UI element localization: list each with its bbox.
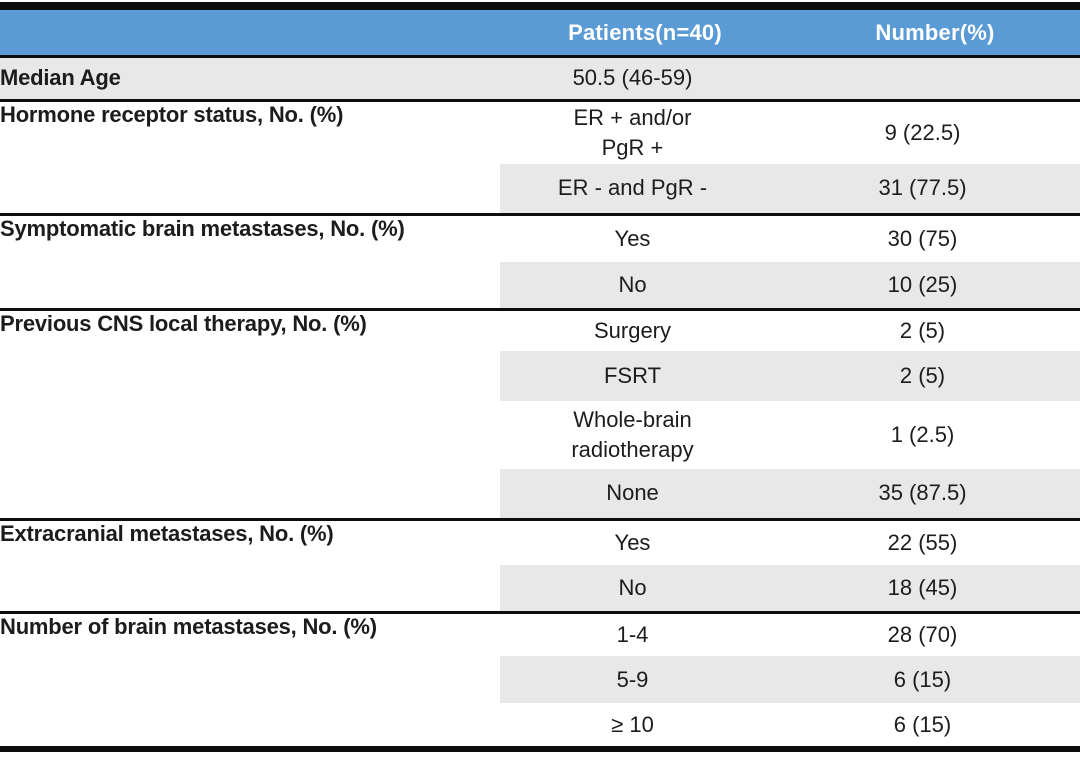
table-row: No 10 (25) bbox=[0, 262, 1080, 311]
table-row: None 35 (87.5) bbox=[0, 469, 1080, 521]
row-group-label: Hormone receptor status, No. (%) bbox=[0, 100, 500, 216]
table-header-row: Patients(n=40) Number(%) bbox=[0, 10, 1080, 58]
table-top-border bbox=[0, 2, 1080, 10]
table-row: 5-9 6 (15) bbox=[0, 656, 1080, 703]
patients-value-cell: 5-9 bbox=[500, 656, 765, 703]
patients-value-cell: ER - and PgR - bbox=[500, 164, 765, 216]
table-row: Previous CNS local therapy, No. (%) Surg… bbox=[0, 309, 1080, 521]
number-value-cell: 1 (2.5) bbox=[890, 422, 955, 447]
table-row: ≥ 10 6 (15) bbox=[0, 703, 1080, 746]
row-group-label: Extracranial metastases, No. (%) bbox=[0, 519, 500, 614]
patients-value-cell: No bbox=[500, 565, 765, 614]
table-row: Extracranial metastases, No. (%) Yes 22 … bbox=[0, 519, 1080, 614]
table-row: Symptomatic brain metastases, No. (%) Ye… bbox=[0, 214, 1080, 311]
patients-value-cell: No bbox=[500, 262, 765, 311]
number-value-cell: 30 (75) bbox=[887, 225, 958, 251]
table-bottom-border bbox=[0, 746, 1080, 752]
number-value-cell: 2 (5) bbox=[765, 351, 1080, 401]
patients-value-cell: 1-4 bbox=[616, 621, 649, 647]
header-number-label: Number(%) bbox=[875, 19, 995, 45]
number-value-cell: 35 (87.5) bbox=[765, 469, 1080, 521]
number-value-cell bbox=[765, 58, 1080, 102]
patients-value-cell: 50.5 (46-59) bbox=[500, 58, 765, 102]
patients-value-cell: Surgery bbox=[593, 317, 672, 343]
number-value-cell: 2 (5) bbox=[899, 317, 946, 343]
patient-characteristics-table: Patients(n=40) Number(%) Median Age 50.5… bbox=[0, 2, 1080, 752]
table-row: FSRT 2 (5) bbox=[0, 351, 1080, 401]
row-group-label: Symptomatic brain metastases, No. (%) bbox=[0, 214, 500, 311]
patients-value-cell: Yes bbox=[614, 529, 651, 555]
number-value-cell: 9 (22.5) bbox=[884, 119, 961, 145]
number-value-cell: 22 (55) bbox=[887, 529, 958, 555]
patients-value-cell: Whole-brain radiotherapy bbox=[571, 407, 694, 462]
table-body: Median Age 50.5 (46-59) Hormone receptor… bbox=[0, 58, 1080, 746]
row-group-label: Previous CNS local therapy, No. (%) bbox=[0, 309, 500, 521]
patients-value-cell: FSRT bbox=[500, 351, 765, 401]
row-group-label: Number of brain metastases, No. (%) bbox=[0, 613, 377, 639]
table-row: No 18 (45) bbox=[0, 565, 1080, 614]
patients-value-cell: Yes bbox=[614, 225, 651, 251]
patients-value-cell: None bbox=[500, 469, 765, 521]
number-value-cell: 28 (70) bbox=[887, 621, 958, 647]
patients-value-cell: ≥ 10 bbox=[611, 711, 654, 737]
table-row: Whole-brain radiotherapy 1 (2.5) bbox=[0, 401, 1080, 469]
patients-value-cell: ER + and/or PgR + bbox=[573, 104, 692, 160]
table-row: Hormone receptor status, No. (%) ER + an… bbox=[0, 100, 1080, 216]
table-row: Median Age 50.5 (46-59) bbox=[0, 58, 1080, 102]
number-value-cell: 6 (15) bbox=[893, 711, 952, 737]
table-row: ER - and PgR - 31 (77.5) bbox=[0, 164, 1080, 216]
number-value-cell: 18 (45) bbox=[765, 565, 1080, 614]
row-group-label: Median Age bbox=[0, 58, 500, 102]
number-value-cell: 6 (15) bbox=[765, 656, 1080, 703]
number-value-cell: 10 (25) bbox=[765, 262, 1080, 311]
characteristics-table: Median Age 50.5 (46-59) Hormone receptor… bbox=[0, 58, 1080, 746]
number-value-cell: 31 (77.5) bbox=[765, 164, 1080, 216]
header-patients-label: Patients(n=40) bbox=[568, 19, 722, 45]
table-row: Number of brain metastases, No. (%) 1-4 … bbox=[0, 612, 1080, 656]
